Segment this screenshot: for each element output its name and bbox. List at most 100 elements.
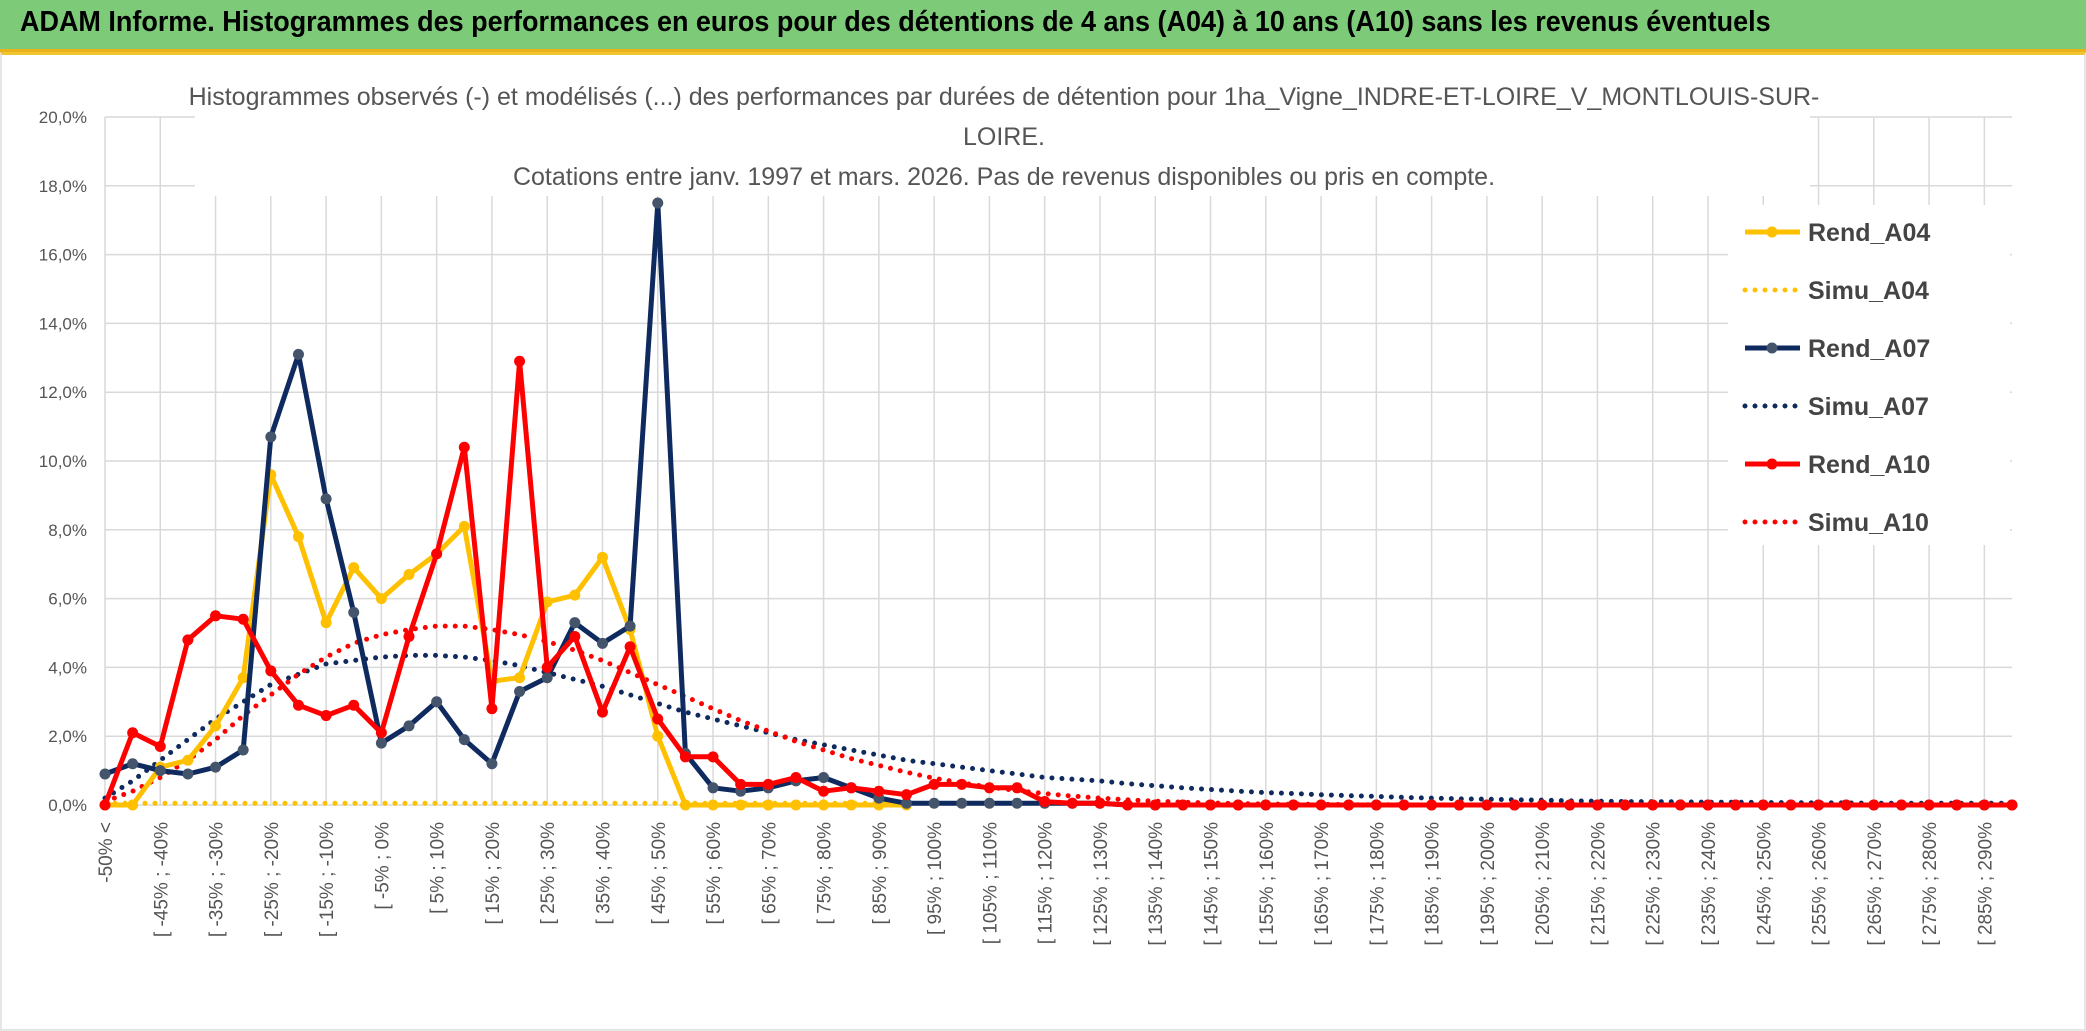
data-point-Rend_A10 — [486, 703, 498, 715]
x-tick-label: [ 165% ; 170% — [1312, 822, 1333, 946]
data-point-Rend_A10 — [596, 706, 608, 718]
data-point-Rend_A10 — [707, 751, 719, 763]
data-point-Rend_A10 — [624, 641, 636, 653]
data-point-Rend_A07 — [652, 197, 664, 209]
data-point-Rend_A07 — [292, 348, 304, 360]
legend-item-Rend_A10: Rend_A10 — [1745, 451, 1930, 479]
data-point-Rend_A10 — [1730, 799, 1742, 811]
data-point-Rend_A07 — [1011, 797, 1023, 809]
data-point-Rend_A10 — [1315, 799, 1327, 811]
data-point-Rend_A10 — [1039, 796, 1051, 808]
x-tick-label: [ 45% ; 50% — [649, 822, 670, 925]
data-point-Rend_A04 — [375, 593, 387, 605]
x-tick-label: [ -35% ; -30% — [207, 822, 228, 937]
y-tick-label: 10,0% — [39, 452, 87, 471]
legend-marker — [1766, 458, 1778, 470]
data-point-Rend_A10 — [1564, 799, 1576, 811]
data-point-Rend_A07 — [900, 797, 912, 809]
data-point-Rend_A04 — [762, 799, 774, 811]
data-point-Rend_A10 — [403, 630, 415, 642]
x-tick-label: [ -15% ; -10% — [317, 822, 338, 937]
data-point-Rend_A07 — [154, 765, 166, 777]
data-point-Rend_A07 — [569, 617, 581, 629]
chart-legend: Rend_A04 Simu_A04 Rend_A07 Simu_A07 Rend_A10… — [1728, 205, 2010, 545]
data-point-Rend_A10 — [845, 782, 857, 794]
chart-title: Histogrammes observés (-) et modélisés (… — [189, 74, 1819, 196]
data-point-Rend_A10 — [652, 713, 664, 725]
series-Simu_A07 — [102, 652, 2015, 806]
data-point-Rend_A10 — [1149, 799, 1161, 811]
x-tick-label: [ 155% ; 160% — [1257, 822, 1278, 946]
data-point-Rend_A07 — [127, 758, 139, 770]
data-point-Rend_A04 — [182, 754, 194, 766]
data-point-Rend_A10 — [1205, 799, 1217, 811]
x-tick-label: [ 185% ; 190% — [1423, 822, 1444, 946]
chart-title-line: Cotations entre janv. 1997 et mars. 2026… — [513, 163, 1495, 191]
data-point-Rend_A10 — [1840, 799, 1852, 811]
data-point-Rend_A07 — [403, 720, 415, 732]
data-point-Rend_A04 — [818, 799, 830, 811]
data-point-Rend_A10 — [928, 778, 940, 790]
y-tick-label: 2,0% — [48, 727, 87, 746]
data-point-Rend_A07 — [514, 685, 526, 697]
x-tick-label: [ 95% ; 100% — [925, 822, 946, 935]
data-point-Rend_A10 — [983, 782, 995, 794]
data-point-Rend_A04 — [348, 562, 360, 574]
data-point-Rend_A10 — [956, 778, 968, 790]
data-point-Rend_A10 — [514, 355, 526, 367]
data-point-Rend_A07 — [541, 672, 553, 684]
data-point-Rend_A10 — [1591, 799, 1603, 811]
y-tick-label: 4,0% — [48, 658, 87, 677]
series-line-Simu_A07 — [102, 652, 2015, 806]
x-tick-label: [ 15% ; 20% — [483, 822, 504, 925]
data-point-Rend_A07 — [210, 761, 222, 773]
data-point-Rend_A04 — [707, 799, 719, 811]
data-point-Rend_A10 — [127, 727, 139, 739]
data-point-Rend_A10 — [762, 778, 774, 790]
data-point-Rend_A10 — [154, 741, 166, 753]
data-point-Rend_A07 — [375, 737, 387, 749]
data-point-Rend_A10 — [320, 710, 332, 722]
legend-item-Simu_A07: Simu_A07 — [1742, 393, 1929, 421]
x-tick-label: [ 85% ; 90% — [870, 822, 891, 925]
data-point-Rend_A10 — [1426, 799, 1438, 811]
data-point-Rend_A07 — [237, 744, 249, 756]
data-point-Rend_A10 — [348, 699, 360, 711]
data-point-Rend_A04 — [735, 799, 747, 811]
x-tick-label: [ 215% ; 220% — [1588, 822, 1609, 946]
data-point-Rend_A07 — [431, 696, 443, 708]
legend-marker — [1766, 342, 1778, 354]
data-point-Rend_A04 — [237, 672, 249, 684]
data-point-Rend_A04 — [652, 730, 664, 742]
data-point-Rend_A10 — [1287, 799, 1299, 811]
series-Rend_A10 — [99, 355, 2018, 811]
x-tick-label: [ -45% ; -40% — [151, 822, 172, 937]
data-point-Rend_A04 — [403, 569, 415, 581]
data-point-Rend_A10 — [735, 778, 747, 790]
legend-label: Simu_A07 — [1808, 393, 1929, 421]
legend-label: Simu_A04 — [1808, 277, 1929, 305]
legend-item-Rend_A07: Rend_A07 — [1745, 335, 1930, 363]
data-point-Rend_A10 — [375, 727, 387, 739]
x-tick-label: [ 145% ; 150% — [1202, 822, 1223, 946]
data-point-Rend_A04 — [127, 799, 139, 811]
series-Simu_A10 — [102, 623, 2015, 808]
data-point-Rend_A10 — [1260, 799, 1272, 811]
data-point-Rend_A04 — [292, 531, 304, 543]
data-point-Rend_A10 — [1978, 799, 1990, 811]
data-point-Rend_A07 — [320, 493, 332, 505]
data-point-Rend_A10 — [1398, 799, 1410, 811]
x-tick-label: -50% < — [96, 822, 117, 883]
data-point-Rend_A10 — [790, 771, 802, 783]
data-point-Rend_A10 — [1453, 799, 1465, 811]
x-tick-label: [ 285% ; 290% — [1975, 822, 1996, 946]
data-point-Rend_A10 — [1868, 799, 1880, 811]
data-point-Rend_A10 — [1011, 782, 1023, 794]
data-point-Rend_A07 — [596, 637, 608, 649]
data-point-Rend_A04 — [541, 596, 553, 608]
y-tick-label: 6,0% — [48, 590, 87, 609]
data-point-Rend_A10 — [1674, 799, 1686, 811]
data-point-Rend_A07 — [624, 620, 636, 632]
y-tick-label: 8,0% — [48, 521, 87, 540]
